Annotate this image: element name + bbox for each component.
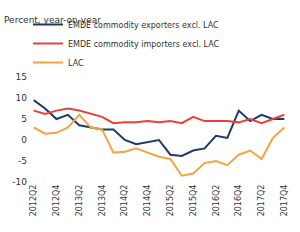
svg-text:-10: -10 (12, 177, 27, 187)
svg-text:2015Q2: 2015Q2 (166, 185, 175, 217)
svg-text:2014Q2: 2014Q2 (120, 185, 129, 217)
svg-text:EMDE commodity exporters excl.: EMDE commodity exporters excl. LAC (68, 21, 219, 30)
svg-text:2013Q4: 2013Q4 (98, 185, 107, 217)
svg-text:2017Q4: 2017Q4 (280, 185, 289, 217)
svg-text:2015Q4: 2015Q4 (189, 185, 198, 217)
svg-text:2014Q4: 2014Q4 (143, 185, 152, 217)
svg-text:EMDE commodity importers excl.: EMDE commodity importers excl. LAC (68, 40, 220, 49)
svg-text:2013Q2: 2013Q2 (75, 185, 84, 217)
svg-text:2012Q4: 2012Q4 (52, 185, 61, 217)
svg-text:2012Q2: 2012Q2 (29, 185, 38, 217)
svg-text:Percent, year-on-year: Percent, year-on-year (4, 15, 101, 25)
svg-text:2017Q2: 2017Q2 (257, 185, 266, 217)
svg-text:2016Q2: 2016Q2 (212, 185, 221, 217)
svg-text:-5: -5 (18, 156, 27, 166)
svg-text:0: 0 (21, 135, 27, 145)
svg-text:10: 10 (16, 93, 28, 103)
svg-text:2016Q4: 2016Q4 (234, 185, 243, 217)
svg-text:5: 5 (21, 114, 27, 124)
svg-text:15: 15 (16, 72, 27, 82)
svg-text:LAC: LAC (68, 59, 84, 68)
